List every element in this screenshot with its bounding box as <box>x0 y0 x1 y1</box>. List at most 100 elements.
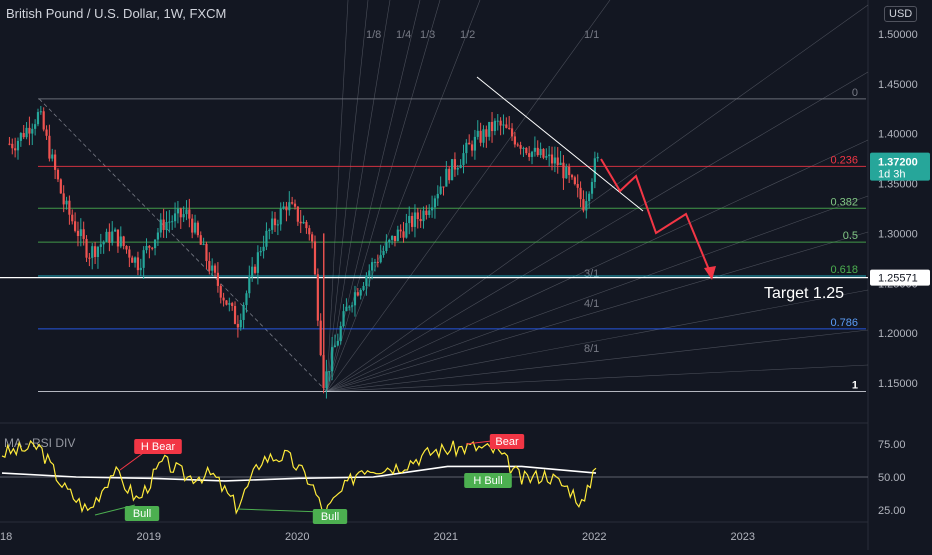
candle-body <box>351 305 354 307</box>
gann-fan-line <box>326 0 441 392</box>
candle-body <box>59 179 62 194</box>
divergence-badge <box>134 439 182 454</box>
candle-body <box>576 184 579 188</box>
candle-body <box>456 168 459 170</box>
gann-fan-line <box>326 329 869 392</box>
candle-body <box>242 305 245 320</box>
candle-body <box>16 140 20 151</box>
candle-body <box>579 187 582 200</box>
candle-body <box>556 157 559 166</box>
candle-body <box>208 261 211 271</box>
candle-body <box>193 222 197 233</box>
candle-body <box>442 186 445 188</box>
candle-body <box>96 246 100 258</box>
candle-body <box>45 129 48 136</box>
target-price-label: 1.25571 <box>878 273 918 285</box>
candle-body <box>499 120 502 126</box>
candle-body <box>216 272 219 286</box>
candle-body <box>476 130 479 137</box>
candle-body <box>542 148 545 158</box>
divergence-badge-label: Bull <box>321 511 339 523</box>
candle-body <box>316 274 319 321</box>
gann-fan-label: 1/8 <box>366 29 381 41</box>
candle-body <box>371 262 374 271</box>
price-tick-label: 1.30000 <box>878 228 918 240</box>
time-tick-label: 2019 <box>137 531 161 543</box>
candle-body <box>188 209 191 219</box>
drawings: Target 1.25 <box>476 76 844 302</box>
fib-level-label: 0.786 <box>830 317 858 329</box>
candle-body <box>139 267 142 271</box>
fib-level-label: 0.236 <box>830 154 858 166</box>
rsi-ma-line <box>1 465 597 482</box>
candle-body <box>48 135 51 159</box>
candle-body <box>465 142 468 154</box>
gann-fan: 1/8 1/4 1/3 1/2 1/1 3/1 4/1 8/1 <box>38 0 869 392</box>
candle-body <box>331 347 334 372</box>
candle-body <box>413 212 417 227</box>
candle-body <box>342 311 345 327</box>
candle-body <box>470 144 474 151</box>
candle-body <box>88 257 91 259</box>
candle-body <box>305 221 308 229</box>
candle-body <box>585 201 588 211</box>
candle-body <box>231 303 234 307</box>
gann-fan-line <box>326 0 369 392</box>
candle-body <box>596 156 599 159</box>
fib-level-label: 1 <box>852 379 858 391</box>
candle-body <box>296 206 299 222</box>
candle-body <box>125 245 128 250</box>
candle-body <box>99 244 102 247</box>
rsi-tick-label: 25.00 <box>878 505 906 517</box>
candle-body <box>339 326 342 342</box>
candle-body <box>159 219 162 233</box>
candle-body <box>348 306 351 308</box>
currency-button[interactable]: USD <box>884 6 918 22</box>
candle-body <box>265 230 268 247</box>
candle-body <box>505 124 508 128</box>
candle-body <box>102 241 105 245</box>
candle-body <box>168 221 171 223</box>
candle-body <box>122 236 125 246</box>
candle-body <box>453 159 457 170</box>
time-tick-label: 2023 <box>731 531 755 543</box>
candle-body <box>373 261 377 263</box>
candle-body <box>365 275 368 286</box>
fib-level-label: 0.618 <box>830 264 858 276</box>
candle-body <box>248 276 251 294</box>
candle-body <box>113 229 117 232</box>
candle-body <box>482 129 485 143</box>
candle-body <box>176 208 180 214</box>
candle-body <box>136 257 140 271</box>
candle-body <box>485 129 488 137</box>
candle-body <box>562 162 565 179</box>
gann-fan-line <box>326 71 869 392</box>
candle-body <box>430 207 434 211</box>
candle-body <box>256 252 259 273</box>
candle-body <box>93 246 97 258</box>
target-price-tag <box>870 269 930 286</box>
candle-body <box>8 143 11 145</box>
candle-body <box>116 229 120 247</box>
projection-path <box>600 158 713 278</box>
candle-body <box>362 285 365 290</box>
price-candles <box>8 105 599 399</box>
candle-body <box>336 341 339 346</box>
candle-body <box>313 241 317 275</box>
candle-body <box>153 239 157 249</box>
time-tick-label: 2021 <box>434 531 458 543</box>
candle-body <box>530 151 534 157</box>
rsi-tick-label: 75.00 <box>878 439 906 451</box>
candle-body <box>171 221 174 223</box>
candle-body <box>34 124 37 129</box>
axes: 1.500001.450001.400001.350001.300001.250… <box>0 29 930 543</box>
candle-body <box>119 236 122 247</box>
candle-body <box>302 221 305 224</box>
candle-body <box>513 136 516 145</box>
candle-body <box>262 246 265 252</box>
candle-body <box>548 154 551 157</box>
divergence-badge <box>489 434 525 449</box>
candle-body <box>493 120 497 132</box>
